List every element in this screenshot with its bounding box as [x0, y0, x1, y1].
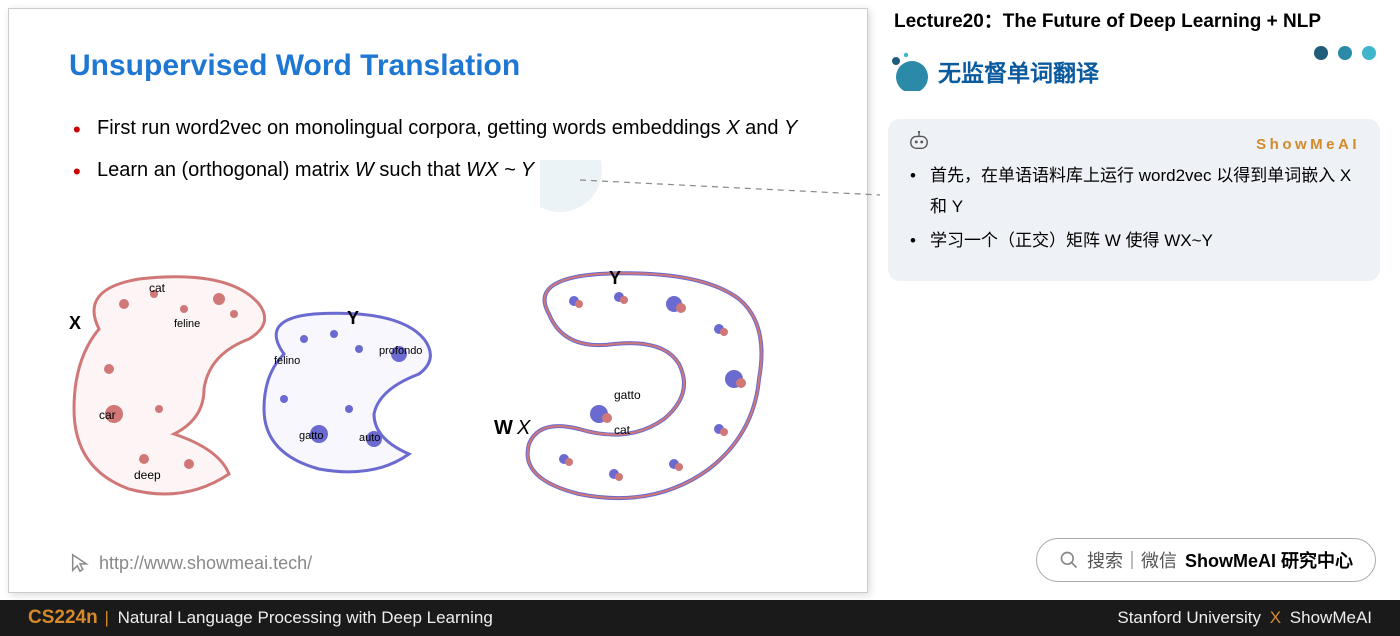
svg-text:Y: Y	[347, 308, 359, 328]
svg-text:gatto: gatto	[299, 430, 323, 442]
cursor-icon	[69, 552, 91, 574]
footer-bar-sep: |	[104, 608, 108, 627]
zh-bullets: 首先，在单语语料库上运行 word2vec 以得到单词嵌入 X 和 Y 学习一个…	[910, 161, 1358, 257]
dot	[1362, 46, 1376, 60]
slide: Unsupervised Word Translation First run …	[8, 8, 868, 593]
footer-right: Stanford University X ShowMeAI	[1117, 608, 1372, 628]
bullet-1: First run word2vec on monolingual corpor…	[69, 113, 817, 143]
footer-r1: Stanford University	[1117, 608, 1261, 627]
zh-bullet-2: 学习一个（正交）矩阵 W 使得 WX~Y	[910, 226, 1358, 257]
svg-text:Y: Y	[609, 268, 621, 288]
svg-text:X: X	[516, 417, 531, 439]
course-code: CS224n	[28, 607, 98, 628]
slide-url: http://www.showmeai.tech/	[69, 552, 312, 574]
svg-text:cat: cat	[149, 281, 166, 295]
dot	[1338, 46, 1352, 60]
footer-bar: CS224n | Natural Language Processing wit…	[0, 600, 1400, 636]
embedding-diagram: X cat feline car deep Y felino profondo …	[59, 259, 779, 529]
decor-dots	[1314, 46, 1376, 60]
robot-icon	[908, 131, 930, 151]
svg-text:feline: feline	[174, 318, 200, 330]
course-subtitle: Natural Language Processing with Deep Le…	[118, 608, 493, 627]
zh-bullet-1: 首先，在单语语料库上运行 word2vec 以得到单词嵌入 X 和 Y	[910, 161, 1358, 222]
slide-title: Unsupervised Word Translation	[69, 49, 817, 83]
bullet-2: Learn an (orthogonal) matrix W such that…	[69, 155, 817, 185]
zh-title: 无监督单词翻译	[938, 54, 1099, 88]
translation-card: ShowMeAI 首先，在单语语料库上运行 word2vec 以得到单词嵌入 X…	[888, 119, 1380, 281]
lecture-header: Lecture20：The Future of Deep Learning + …	[894, 6, 1380, 33]
search-pill[interactable]: 搜索｜微信 ShowMeAI 研究中心	[1036, 538, 1376, 582]
zh-title-row: 无监督单词翻译	[888, 51, 1380, 91]
dot	[1314, 46, 1328, 60]
search-icon	[1059, 550, 1079, 570]
svg-text:gatto: gatto	[614, 388, 641, 402]
svg-text:W: W	[494, 417, 513, 439]
svg-text:cat: cat	[614, 423, 631, 437]
svg-text:profondo: profondo	[379, 345, 422, 357]
footer-x: X	[1270, 608, 1281, 627]
search-prefix: 搜索｜微信	[1087, 547, 1177, 573]
footer-left: CS224n | Natural Language Processing wit…	[28, 607, 493, 629]
svg-text:car: car	[99, 408, 116, 422]
slide-bullets: First run word2vec on monolingual corpor…	[69, 113, 817, 185]
svg-text:auto: auto	[359, 432, 380, 444]
bubble-icon	[888, 51, 928, 91]
footer-r2: ShowMeAI	[1290, 608, 1372, 627]
svg-text:felino: felino	[274, 355, 300, 367]
card-brand: ShowMeAI	[1256, 131, 1360, 158]
right-column: Lecture20：The Future of Deep Learning + …	[868, 0, 1400, 600]
svg-text:deep: deep	[134, 468, 161, 482]
svg-text:X: X	[69, 313, 81, 333]
search-strong: ShowMeAI 研究中心	[1185, 547, 1353, 573]
